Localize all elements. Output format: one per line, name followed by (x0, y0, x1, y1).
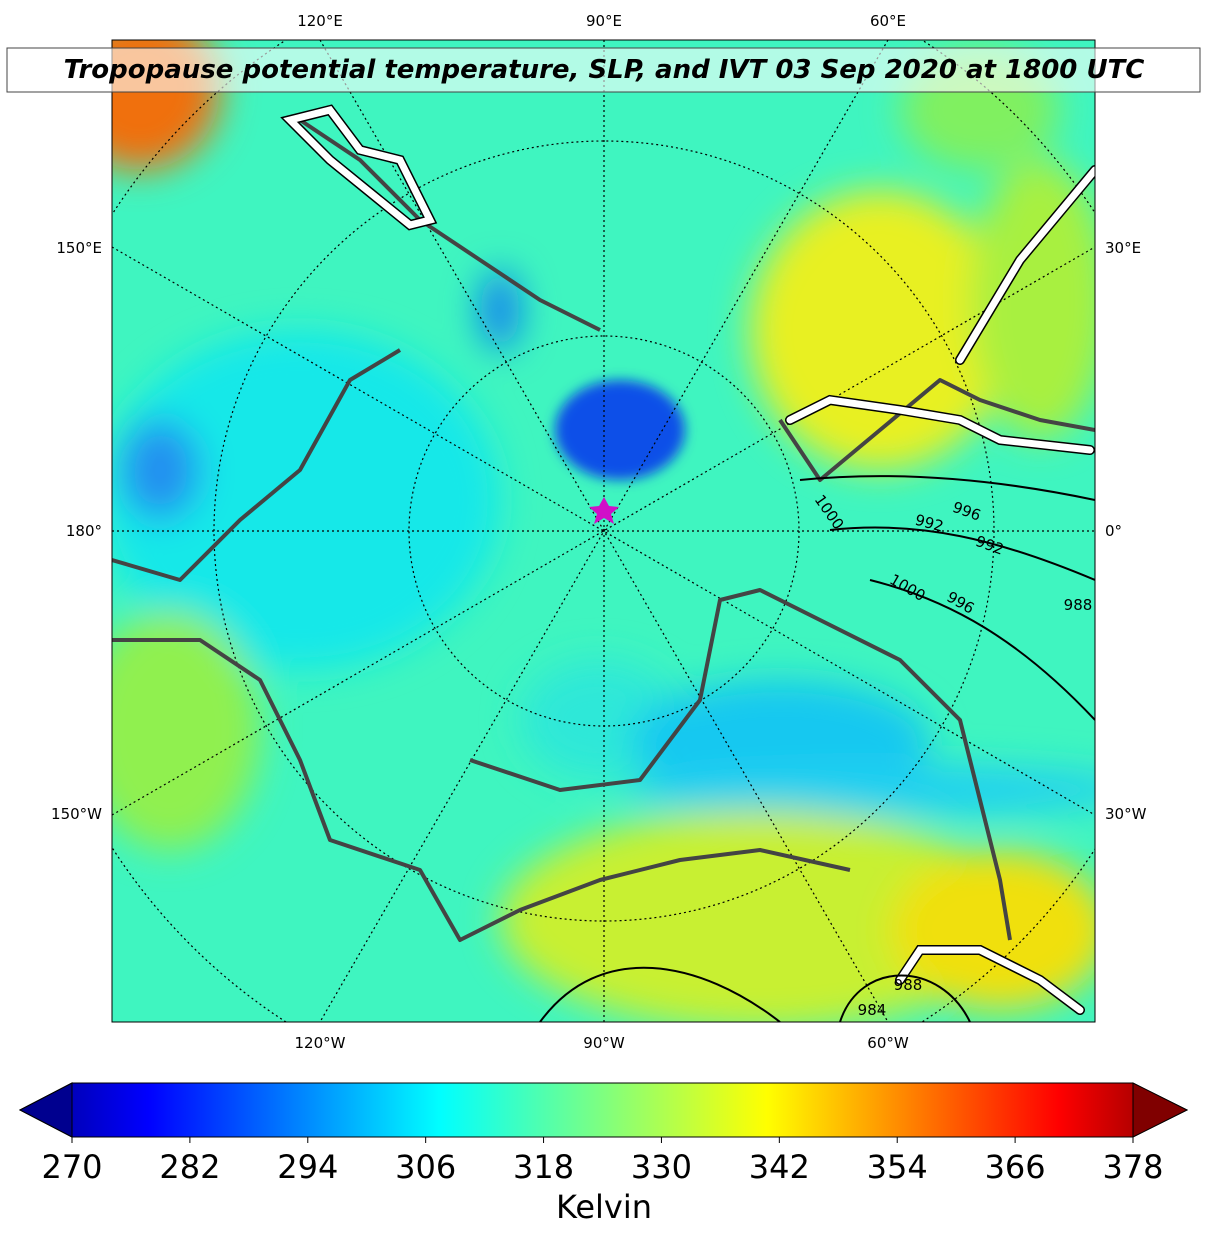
colorbar-label: Kelvin (556, 1188, 652, 1226)
colorbar-tick-label: 342 (749, 1148, 810, 1186)
contour-label: 988 (894, 976, 923, 994)
longitude-label: 180° (66, 522, 102, 540)
longitude-label: 150°W (51, 805, 102, 823)
title-box (6, 47, 1201, 93)
colorbar-tick-label: 354 (867, 1148, 928, 1186)
colorbar-tick-label: 306 (395, 1148, 456, 1186)
colorbar-tick-label: 330 (631, 1148, 692, 1186)
longitude-label: 30°E (1105, 239, 1141, 257)
colorbar-extend-high (1132, 1082, 1189, 1138)
colorbar-tick-label: 366 (985, 1148, 1046, 1186)
colorbar (18, 1082, 1189, 1138)
contour-label: 984 (858, 1001, 887, 1019)
longitude-label: 120°E (297, 12, 343, 30)
longitude-label: 150°E (56, 239, 102, 257)
longitude-label: 60°E (870, 12, 906, 30)
longitude-label: 60°W (867, 1034, 909, 1052)
title: Tropopause potential temperature, SLP, a… (64, 55, 1145, 85)
colorbar-tick-label: 378 (1102, 1148, 1163, 1186)
colorbar-extend-low (18, 1082, 73, 1138)
longitude-label: 90°W (583, 1034, 625, 1052)
colorbar-tick-label: 294 (277, 1148, 338, 1186)
longitude-label: 120°W (295, 1034, 346, 1052)
longitude-label: 0° (1105, 522, 1122, 540)
colorbar-tick-label: 282 (159, 1148, 220, 1186)
longitude-label: 30°W (1105, 805, 1147, 823)
map (112, 40, 1095, 1022)
map-frame (111, 39, 1096, 1023)
contour-label: 988 (1064, 596, 1093, 614)
longitude-label: 90°E (586, 12, 622, 30)
colorbar-tick-label: 318 (513, 1148, 574, 1186)
colorbar-tick-label: 270 (41, 1148, 102, 1186)
